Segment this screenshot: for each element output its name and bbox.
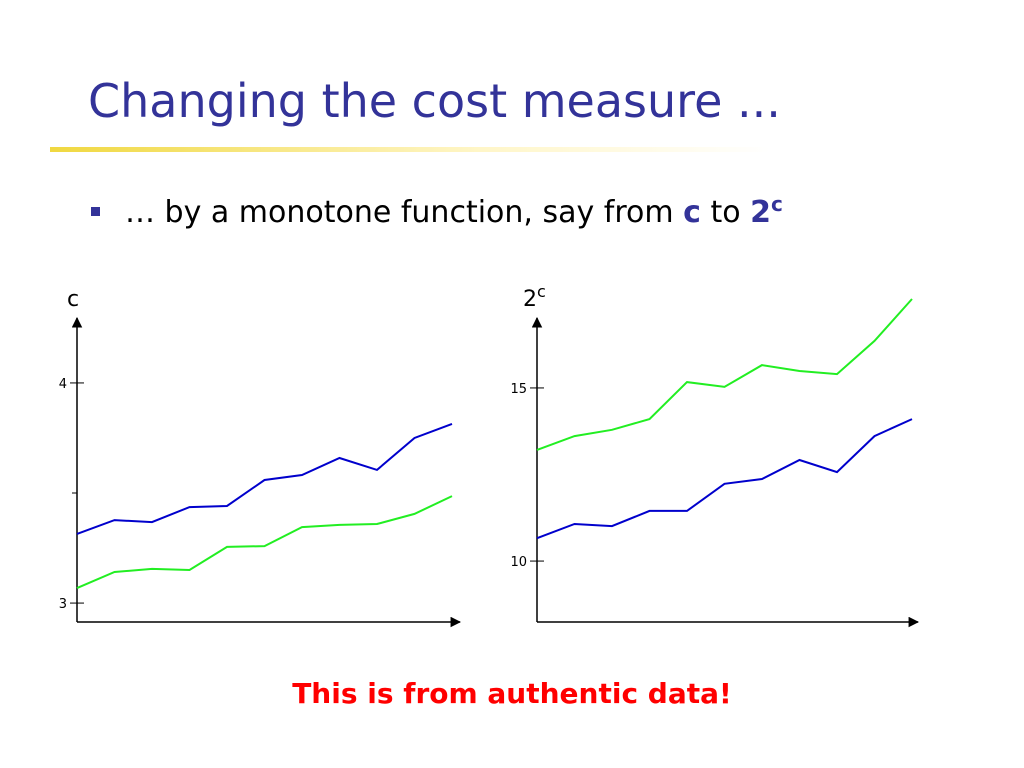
footer-note: This is from authentic data! (292, 677, 732, 710)
title-rule (50, 147, 770, 152)
y-axis-label-sup: c (537, 282, 546, 301)
series-line (76, 495, 453, 590)
y-axis-label-base: 2 (523, 287, 537, 312)
series-line (536, 418, 913, 540)
bullet-sup: c (771, 192, 783, 216)
y-tick-label: 10 (510, 555, 527, 570)
bullet-part: … by a monotone function, say from (125, 195, 684, 230)
bullet-text: … by a monotone function, say from c to … (125, 192, 783, 230)
bullet-bold: c (683, 195, 701, 230)
y-tick-label: 3 (59, 597, 67, 612)
y-axis-label: 2c (523, 282, 546, 312)
slide-title: Changing the cost measure ... (88, 74, 781, 128)
bullet-mark (91, 207, 100, 216)
series-line (536, 298, 913, 451)
y-tick-label: 15 (510, 382, 527, 397)
bullet-part: to (700, 195, 751, 230)
series-line (76, 422, 453, 535)
y-axis-label: c (67, 287, 79, 312)
y-axis-label-base: c (67, 287, 79, 312)
y-tick-label: 4 (59, 377, 67, 392)
bullet-bold: 2 (750, 195, 772, 230)
